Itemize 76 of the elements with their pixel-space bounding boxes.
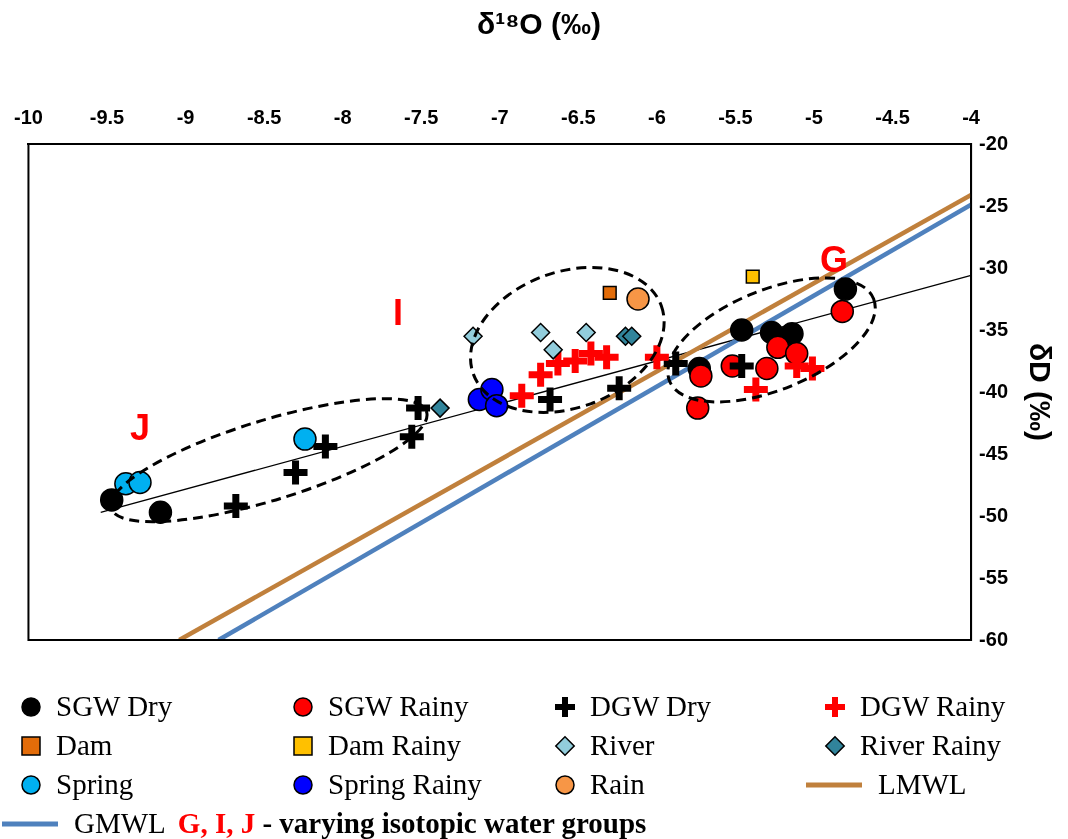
point — [607, 376, 632, 401]
x-tick-label: -8 — [333, 105, 352, 128]
point — [430, 398, 450, 418]
point — [509, 383, 534, 408]
point — [830, 299, 855, 324]
y-tick-label: -55 — [979, 565, 1008, 588]
point — [293, 427, 317, 451]
legend-label: DGW Dry — [590, 690, 712, 723]
x-tick-label: -4 — [962, 105, 981, 128]
point — [743, 377, 768, 402]
legend-label: LMWL — [878, 768, 967, 801]
point — [283, 460, 308, 485]
y-tick-label: -40 — [979, 379, 1008, 402]
x-tick-label: -5.5 — [718, 105, 753, 128]
x-tick-label: -6.5 — [561, 105, 596, 128]
point — [530, 322, 551, 343]
legend-label: Spring Rainy — [328, 768, 482, 801]
x-tick-label: -8.5 — [246, 105, 282, 128]
annotation: J — [129, 406, 151, 448]
point — [576, 322, 596, 343]
point — [833, 277, 858, 301]
legend-label: Spring — [56, 768, 134, 801]
y-tick-label: -35 — [979, 317, 1008, 340]
point — [223, 494, 248, 519]
point — [399, 424, 424, 449]
y-tick-label: -20 — [979, 131, 1008, 154]
y-axis-title: δD (‰) — [1023, 342, 1057, 442]
x-tick-label: -4.5 — [875, 105, 910, 128]
point — [729, 318, 754, 342]
legend-label: Rain — [590, 768, 645, 801]
y-tick-label: -25 — [979, 193, 1008, 216]
x-tick-label: -10 — [14, 105, 43, 128]
legend-label: River Rainy — [860, 729, 1001, 762]
point — [313, 434, 338, 459]
point — [621, 326, 642, 346]
point — [766, 335, 790, 360]
y-tick-label: -45 — [979, 441, 1008, 464]
legend-label: SGW Dry — [56, 690, 173, 723]
point — [602, 285, 617, 300]
point — [578, 341, 603, 366]
legend-label: DGW Rainy — [860, 690, 1006, 723]
point — [745, 269, 760, 284]
point — [594, 345, 619, 370]
point — [528, 362, 553, 387]
x-tick-label: -7 — [490, 105, 509, 128]
text: G, I, J — [177, 807, 256, 839]
point — [563, 349, 588, 373]
legend-label: Dam Rainy — [328, 729, 461, 762]
point — [538, 387, 563, 412]
point — [689, 364, 713, 388]
x-tick-label: -9 — [176, 105, 195, 128]
point — [148, 500, 173, 525]
x-tick-label: -5 — [805, 105, 823, 128]
point — [128, 470, 152, 495]
y-tick-label: -50 — [979, 503, 1008, 526]
point — [406, 396, 431, 421]
text: - varying isotopic water groups — [261, 807, 647, 839]
point — [626, 287, 650, 311]
annotation: I — [392, 291, 404, 333]
chart-title: δ¹⁸O (‰) — [476, 7, 602, 41]
point — [685, 396, 710, 420]
x-tick-label: -9.5 — [89, 105, 125, 128]
point — [800, 356, 825, 381]
legend-label: Dam — [56, 729, 113, 762]
point — [755, 356, 779, 381]
legend-label: River — [590, 729, 655, 762]
x-tick-label: -6 — [647, 105, 666, 128]
legend-label: SGW Rainy — [328, 690, 469, 723]
annotation: G — [819, 238, 849, 280]
y-tick-label: -30 — [979, 255, 1008, 278]
y-tick-label: -60 — [979, 627, 1008, 650]
x-tick-label: -7.5 — [403, 105, 439, 128]
point — [729, 353, 754, 378]
point — [484, 393, 509, 418]
point — [543, 340, 563, 360]
legend-label: GMWL — [74, 807, 166, 839]
